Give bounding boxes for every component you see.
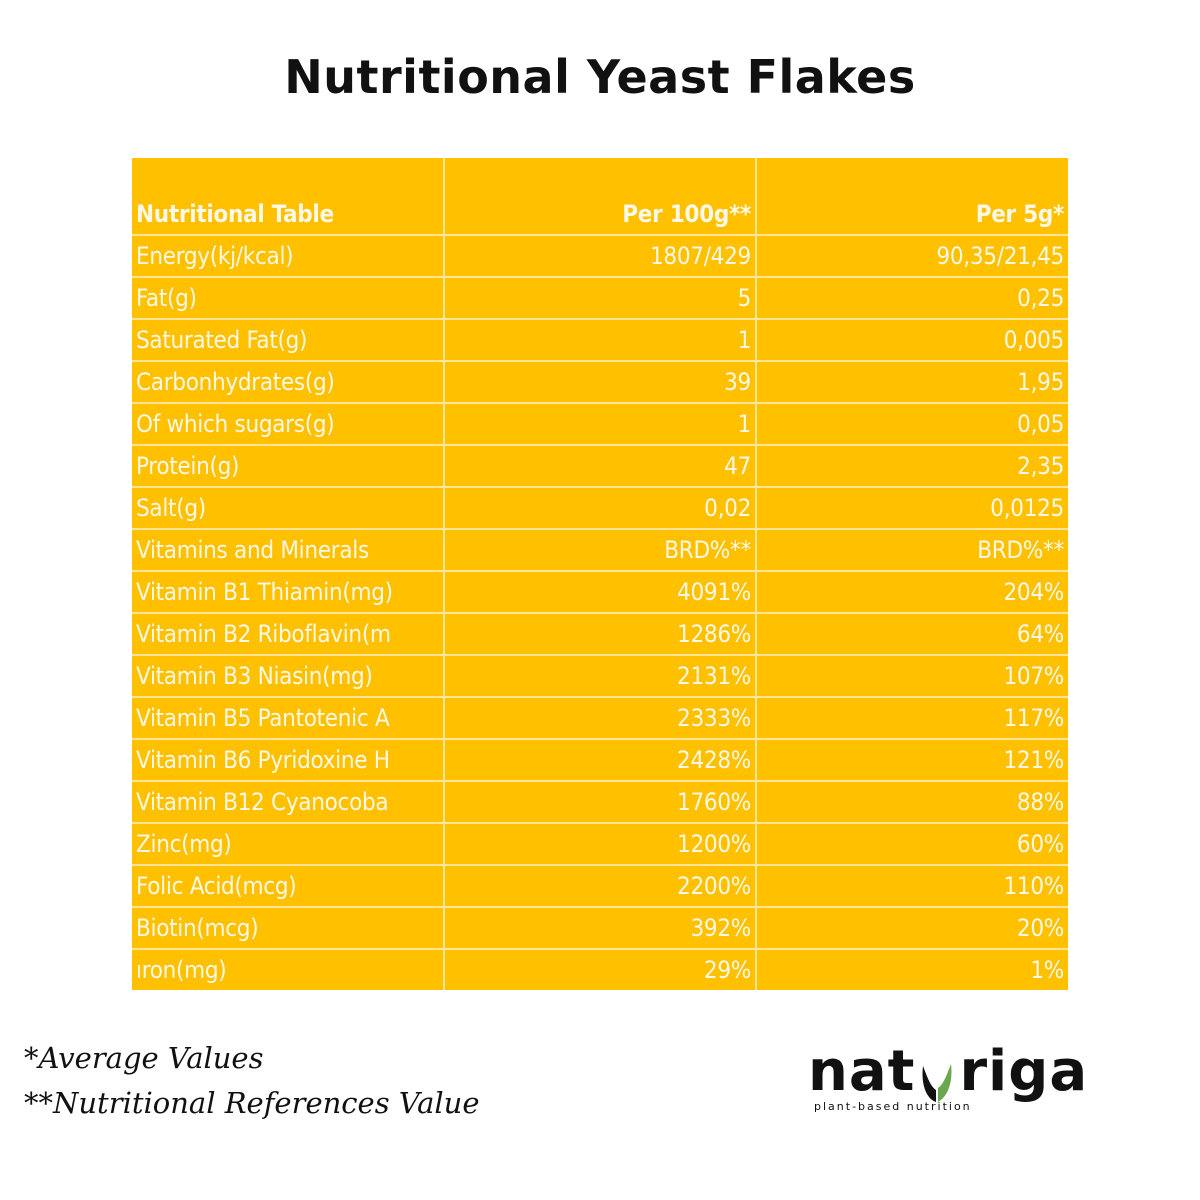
value-cell: 1807/429 bbox=[444, 235, 757, 278]
nutrient-cell: Fat(g) bbox=[132, 277, 445, 320]
logo-wordmark: nat riga bbox=[808, 1039, 1087, 1104]
table-row: Vitamin B3 Niasin(mg) 2131% 107% bbox=[132, 655, 1068, 698]
table-row: ıron(mg) 29% 1% bbox=[132, 949, 1068, 990]
value-cell: 0,005 bbox=[756, 319, 1068, 362]
nutrient-cell: Vitamins and Minerals bbox=[132, 529, 445, 572]
value-cell: 204% bbox=[756, 571, 1068, 614]
table-top-band bbox=[132, 158, 1068, 194]
logo-tagline: plant-based nutrition bbox=[814, 1100, 972, 1113]
value-cell: 392% bbox=[444, 907, 757, 950]
value-cell: BRD%** bbox=[756, 529, 1068, 572]
value-cell: 0,25 bbox=[756, 277, 1068, 320]
footnotes: *Average Values **Nutritional References… bbox=[24, 1036, 479, 1126]
value-cell: 0,05 bbox=[756, 403, 1068, 446]
value-cell: 20% bbox=[756, 907, 1068, 950]
table-row: Folic Acid(mcg) 2200% 110% bbox=[132, 865, 1068, 908]
header-value-cell: Per 5g* bbox=[756, 194, 1068, 236]
nutrient-cell: Of which sugars(g) bbox=[132, 403, 445, 446]
value-cell: 4091% bbox=[444, 571, 757, 614]
nutrient-cell: Vitamin B1 Thiamin(mg) bbox=[132, 571, 445, 614]
value-cell: 29% bbox=[444, 949, 757, 990]
table-row: Vitamin B2 Riboflavin(m 1286% 64% bbox=[132, 613, 1068, 656]
value-cell: 47 bbox=[444, 445, 757, 488]
table-row: Vitamins and Minerals BRD%** BRD%** bbox=[132, 529, 1068, 572]
value-cell: 0,02 bbox=[444, 487, 757, 530]
value-cell: 88% bbox=[756, 781, 1068, 824]
value-cell: 5 bbox=[444, 277, 757, 320]
value-cell: 1 bbox=[444, 319, 757, 362]
value-cell: 1286% bbox=[444, 613, 757, 656]
table-row: Energy(kj/kcal) 1807/429 90,35/21,45 bbox=[132, 235, 1068, 278]
value-cell: 2200% bbox=[444, 865, 757, 908]
value-cell: 90,35/21,45 bbox=[756, 235, 1068, 278]
value-cell: 1 bbox=[444, 403, 757, 446]
nutrient-cell: Zinc(mg) bbox=[132, 823, 445, 866]
value-cell: 1% bbox=[756, 949, 1068, 990]
nutrient-cell: Biotin(mcg) bbox=[132, 907, 445, 950]
nutrient-cell: ıron(mg) bbox=[132, 949, 445, 990]
table-row: Protein(g) 47 2,35 bbox=[132, 445, 1068, 488]
value-cell: 1200% bbox=[444, 823, 757, 866]
naturiga-logo: nat riga plant-based nutrition bbox=[808, 1039, 1087, 1122]
value-cell: 0,0125 bbox=[756, 487, 1068, 530]
value-cell: 1760% bbox=[444, 781, 757, 824]
nutrient-cell: Vitamin B12 Cyanocoba bbox=[132, 781, 445, 824]
table-row: Of which sugars(g) 1 0,05 bbox=[132, 403, 1068, 446]
table-row: Fat(g) 5 0,25 bbox=[132, 277, 1068, 320]
value-cell: 110% bbox=[756, 865, 1068, 908]
nutrient-cell: Vitamin B2 Riboflavin(m bbox=[132, 613, 445, 656]
nutrition-table: Nutritional Table Per 100g** Per 5g* Energy… bbox=[132, 158, 1068, 990]
nutrient-cell: Saturated Fat(g) bbox=[132, 319, 445, 362]
nutrient-cell: Folic Acid(mcg) bbox=[132, 865, 445, 908]
nutrient-cell: Vitamin B5 Pantotenic A bbox=[132, 697, 445, 740]
value-cell: 2333% bbox=[444, 697, 757, 740]
nutrient-cell: Vitamin B6 Pyridoxine H bbox=[132, 739, 445, 782]
nutrition-table-grid: Nutritional Table Per 100g** Per 5g* Energy… bbox=[132, 194, 1068, 990]
value-cell: 117% bbox=[756, 697, 1068, 740]
value-cell: 2428% bbox=[444, 739, 757, 782]
nutrient-cell: Carbonhydrates(g) bbox=[132, 361, 445, 404]
table-row: Vitamin B6 Pyridoxine H 2428% 121% bbox=[132, 739, 1068, 782]
value-cell: 1,95 bbox=[756, 361, 1068, 404]
table-row: Vitamin B1 Thiamin(mg) 4091% 204% bbox=[132, 571, 1068, 614]
header-label-cell: Nutritional Table bbox=[132, 194, 445, 236]
table-row: Biotin(mcg) 392% 20% bbox=[132, 907, 1068, 950]
value-cell: 2,35 bbox=[756, 445, 1068, 488]
table-row: Zinc(mg) 1200% 60% bbox=[132, 823, 1068, 866]
table-header-row: Nutritional Table Per 100g** Per 5g* bbox=[132, 194, 1068, 236]
footnote-average: *Average Values bbox=[24, 1041, 264, 1075]
logo-word-left: nat bbox=[808, 1039, 916, 1104]
value-cell: 60% bbox=[756, 823, 1068, 866]
leaf-u-icon bbox=[917, 1056, 957, 1102]
logo-word-right: riga bbox=[959, 1039, 1089, 1104]
nutrient-cell: Vitamin B3 Niasin(mg) bbox=[132, 655, 445, 698]
table-row: Vitamin B12 Cyanocoba 1760% 88% bbox=[132, 781, 1068, 824]
value-cell: 2131% bbox=[444, 655, 757, 698]
value-cell: 121% bbox=[756, 739, 1068, 782]
table-row: Salt(g) 0,02 0,0125 bbox=[132, 487, 1068, 530]
value-cell: 107% bbox=[756, 655, 1068, 698]
value-cell: BRD%** bbox=[444, 529, 757, 572]
value-cell: 39 bbox=[444, 361, 757, 404]
value-cell: 64% bbox=[756, 613, 1068, 656]
footnote-reference: **Nutritional References Value bbox=[24, 1086, 480, 1120]
nutrient-cell: Energy(kj/kcal) bbox=[132, 235, 445, 278]
table-row: Vitamin B5 Pantotenic A 2333% 117% bbox=[132, 697, 1068, 740]
nutrient-cell: Protein(g) bbox=[132, 445, 445, 488]
page-title: Nutritional Yeast Flakes bbox=[284, 50, 916, 104]
table-row: Carbonhydrates(g) 39 1,95 bbox=[132, 361, 1068, 404]
nutrient-cell: Salt(g) bbox=[132, 487, 445, 530]
header-value-cell: Per 100g** bbox=[444, 194, 757, 236]
table-row: Saturated Fat(g) 1 0,005 bbox=[132, 319, 1068, 362]
